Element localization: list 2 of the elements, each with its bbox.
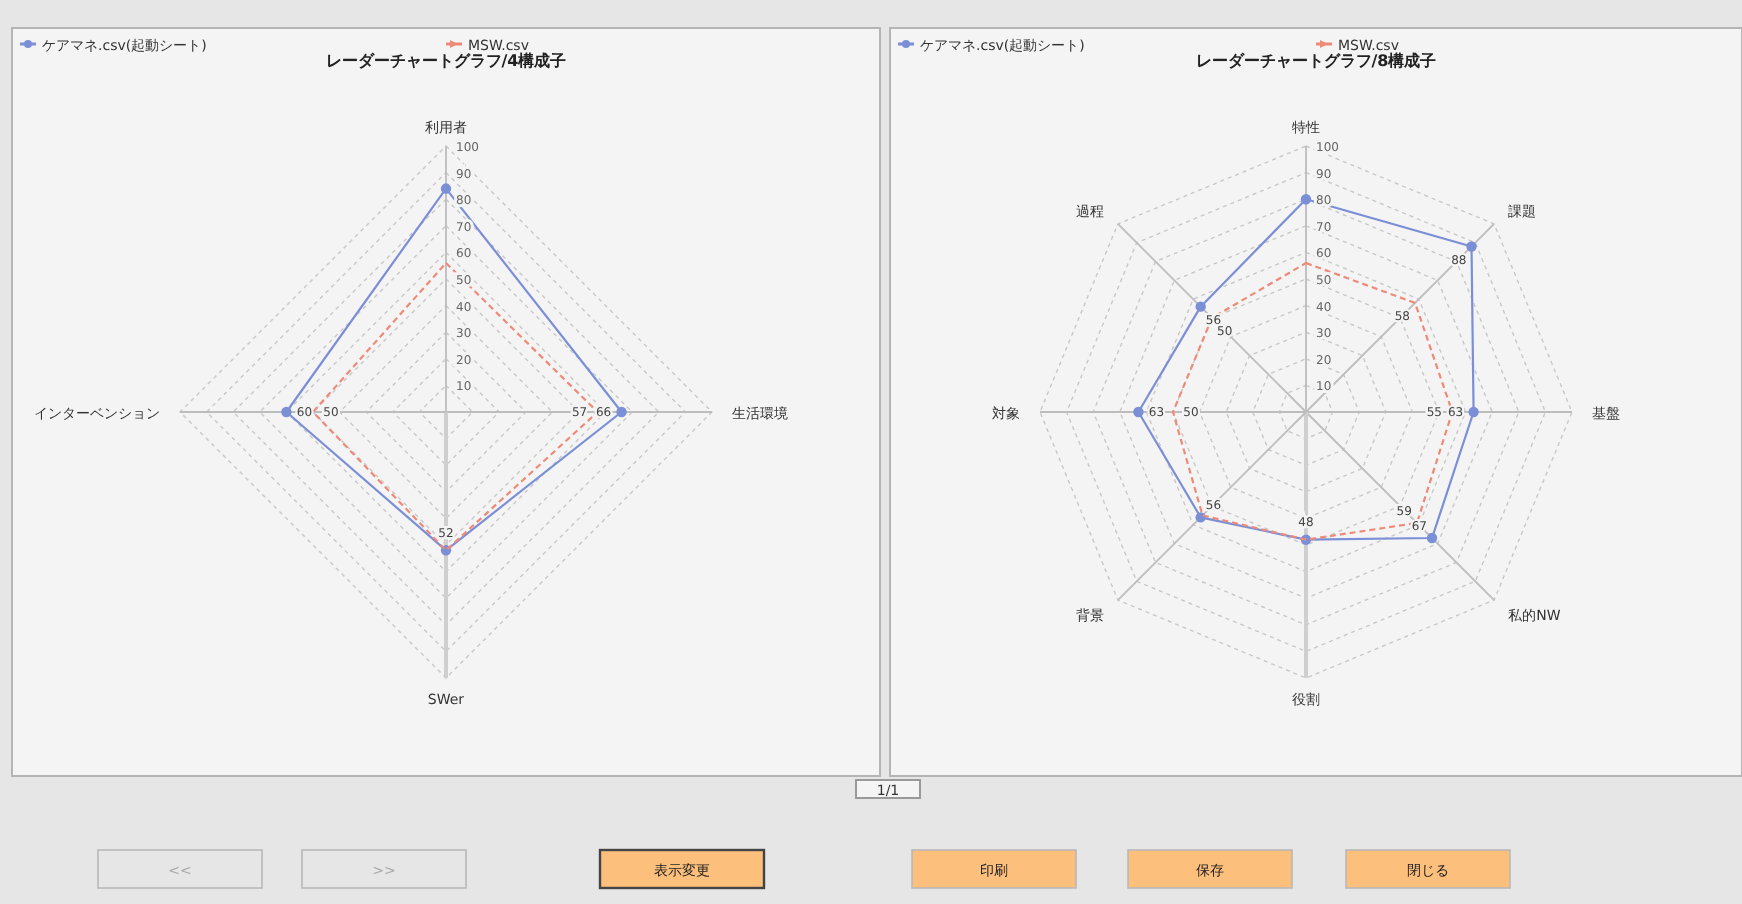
text: レーダーチャートグラフ/4構成子 [325, 52, 567, 70]
text: レーダーチャートグラフ/8構成子 [1195, 52, 1437, 70]
